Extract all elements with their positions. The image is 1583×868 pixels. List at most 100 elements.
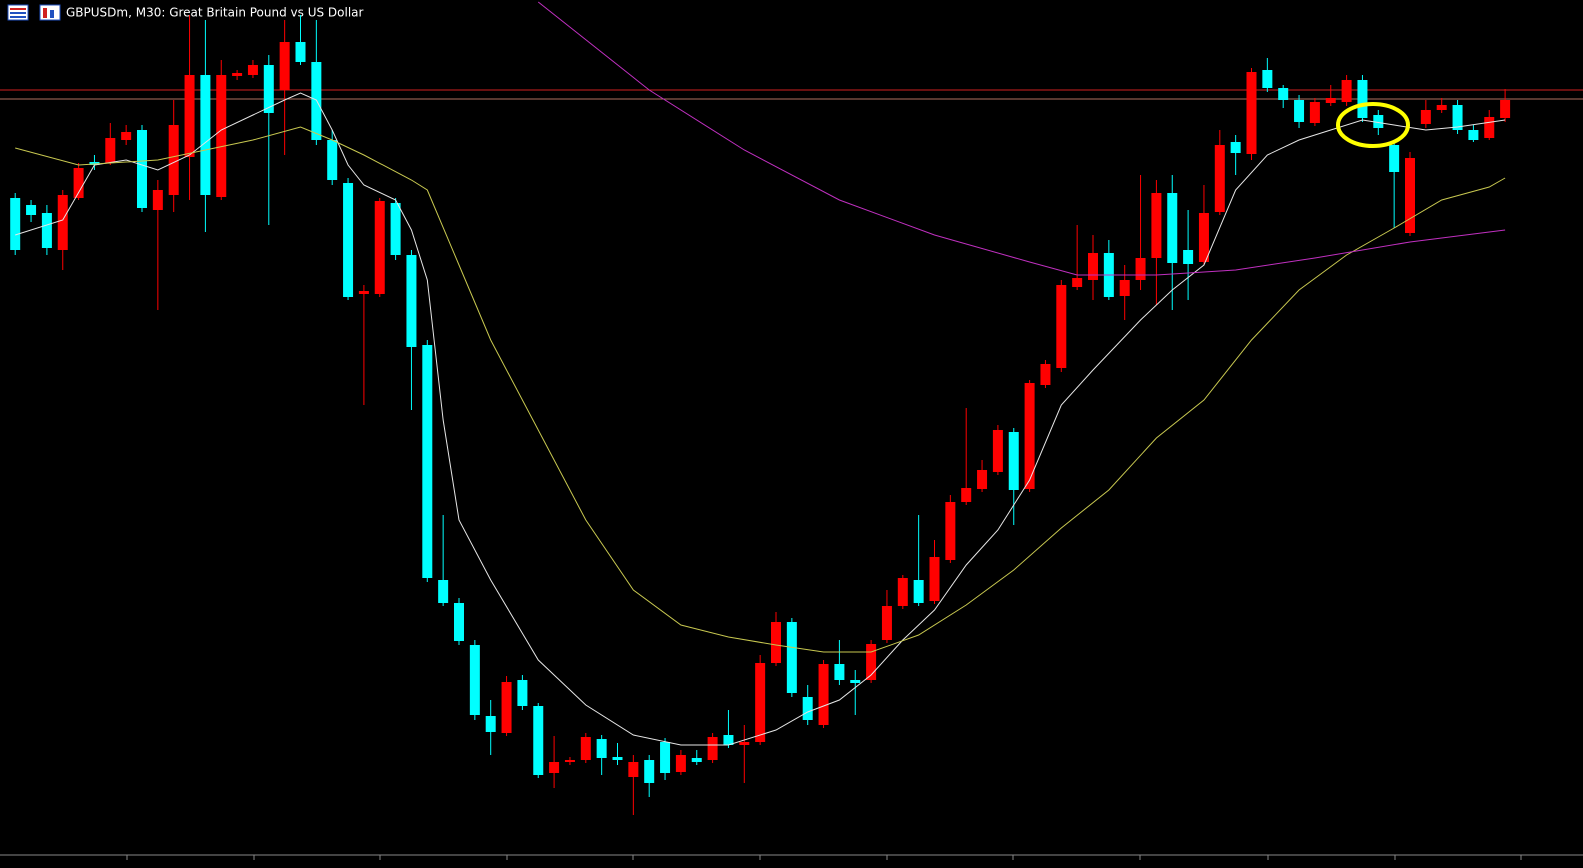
candle-body — [295, 42, 306, 62]
candle-body — [501, 682, 512, 733]
candle-body — [1373, 115, 1384, 128]
candle-body — [247, 65, 258, 75]
candle-body — [691, 758, 702, 762]
candle-body — [1135, 258, 1146, 280]
chart-title: GBPUSDm, M30: Great Britain Pound vs US … — [66, 6, 364, 20]
candle-body — [1183, 250, 1194, 264]
candle-body — [184, 75, 195, 157]
candle-body — [739, 742, 750, 745]
candle-body — [1389, 145, 1400, 172]
moving-average — [537, 1, 1506, 276]
candle-body — [802, 697, 813, 720]
candle-body — [945, 502, 956, 560]
candle-body — [866, 644, 877, 680]
candle-body — [533, 706, 544, 775]
candle-body — [644, 760, 655, 783]
plot-area — [0, 1, 1583, 815]
candle-body — [1246, 72, 1257, 154]
candle-body — [10, 198, 21, 250]
candle-body — [390, 203, 401, 255]
candle-body — [105, 138, 116, 163]
candle-body — [1278, 88, 1289, 100]
chart-icon — [7, 4, 61, 21]
candle-body — [707, 737, 718, 760]
candle-body — [517, 680, 528, 706]
candle-body — [564, 760, 575, 762]
candle-body — [422, 345, 433, 578]
candle-body — [755, 663, 766, 742]
candle-body — [913, 580, 924, 603]
candle-body — [1056, 285, 1067, 368]
candle-body — [1357, 80, 1368, 118]
candle-body — [121, 132, 132, 140]
candle-body — [26, 205, 37, 215]
highlight-circle — [1336, 102, 1410, 148]
candle-body — [1151, 193, 1162, 258]
candle-body — [216, 75, 227, 197]
candle-body — [992, 430, 1003, 472]
candle-body — [1468, 130, 1479, 140]
candle-body — [612, 757, 623, 760]
candle-body — [1436, 105, 1447, 110]
candle-body — [929, 557, 940, 601]
candle-body — [1198, 213, 1209, 262]
candle-body — [1484, 117, 1495, 138]
candle-body — [438, 580, 449, 603]
candle-body — [1452, 105, 1463, 130]
candle-body — [1008, 432, 1019, 490]
candle-body — [786, 622, 797, 693]
x-axis-ticks — [126, 855, 1522, 860]
candle-body — [596, 739, 607, 758]
candle-body — [723, 735, 734, 745]
candle-body — [374, 201, 385, 294]
candle-body — [1167, 193, 1178, 263]
candle-body — [485, 716, 496, 732]
candle-body — [1024, 383, 1035, 489]
candle-body — [675, 755, 686, 772]
moving-average — [15, 126, 1506, 653]
candle-body — [1040, 364, 1051, 385]
candle-body — [327, 140, 338, 180]
candle-body — [406, 255, 417, 347]
candle-body — [1088, 253, 1098, 280]
candle-body — [454, 603, 464, 641]
candle-body — [200, 75, 211, 195]
candle-body — [897, 578, 908, 606]
candle-body — [152, 190, 163, 210]
candle-body — [263, 65, 274, 113]
candle-body — [279, 42, 290, 90]
candle-body — [1294, 100, 1305, 122]
candle-body — [1325, 98, 1336, 103]
candle-body — [168, 125, 179, 195]
candle-body — [41, 213, 52, 248]
candle-body — [232, 73, 243, 76]
candle-body — [881, 606, 892, 640]
candle-body — [818, 664, 829, 725]
candle-body — [549, 762, 560, 773]
candle-body — [73, 168, 84, 198]
candle-body — [660, 742, 671, 773]
candle-body — [1262, 70, 1273, 88]
candle-body — [961, 488, 972, 502]
moving-average — [15, 92, 1506, 746]
candle-body — [850, 680, 861, 683]
candle-body — [1405, 158, 1415, 233]
candle-body — [580, 737, 591, 760]
candle-body — [834, 664, 845, 680]
candle-body — [343, 183, 354, 297]
candle-body — [1420, 110, 1431, 124]
candle-body — [57, 195, 68, 250]
candle-body — [1119, 280, 1130, 296]
candle-body — [137, 130, 147, 208]
candle-body — [358, 291, 369, 294]
candle-body — [628, 762, 639, 777]
candle-body — [1072, 278, 1083, 287]
candle-body — [1214, 145, 1225, 212]
candle-body — [1341, 80, 1352, 102]
candle-body — [469, 645, 480, 715]
candle-body — [1500, 100, 1511, 118]
candle-body — [771, 622, 781, 663]
